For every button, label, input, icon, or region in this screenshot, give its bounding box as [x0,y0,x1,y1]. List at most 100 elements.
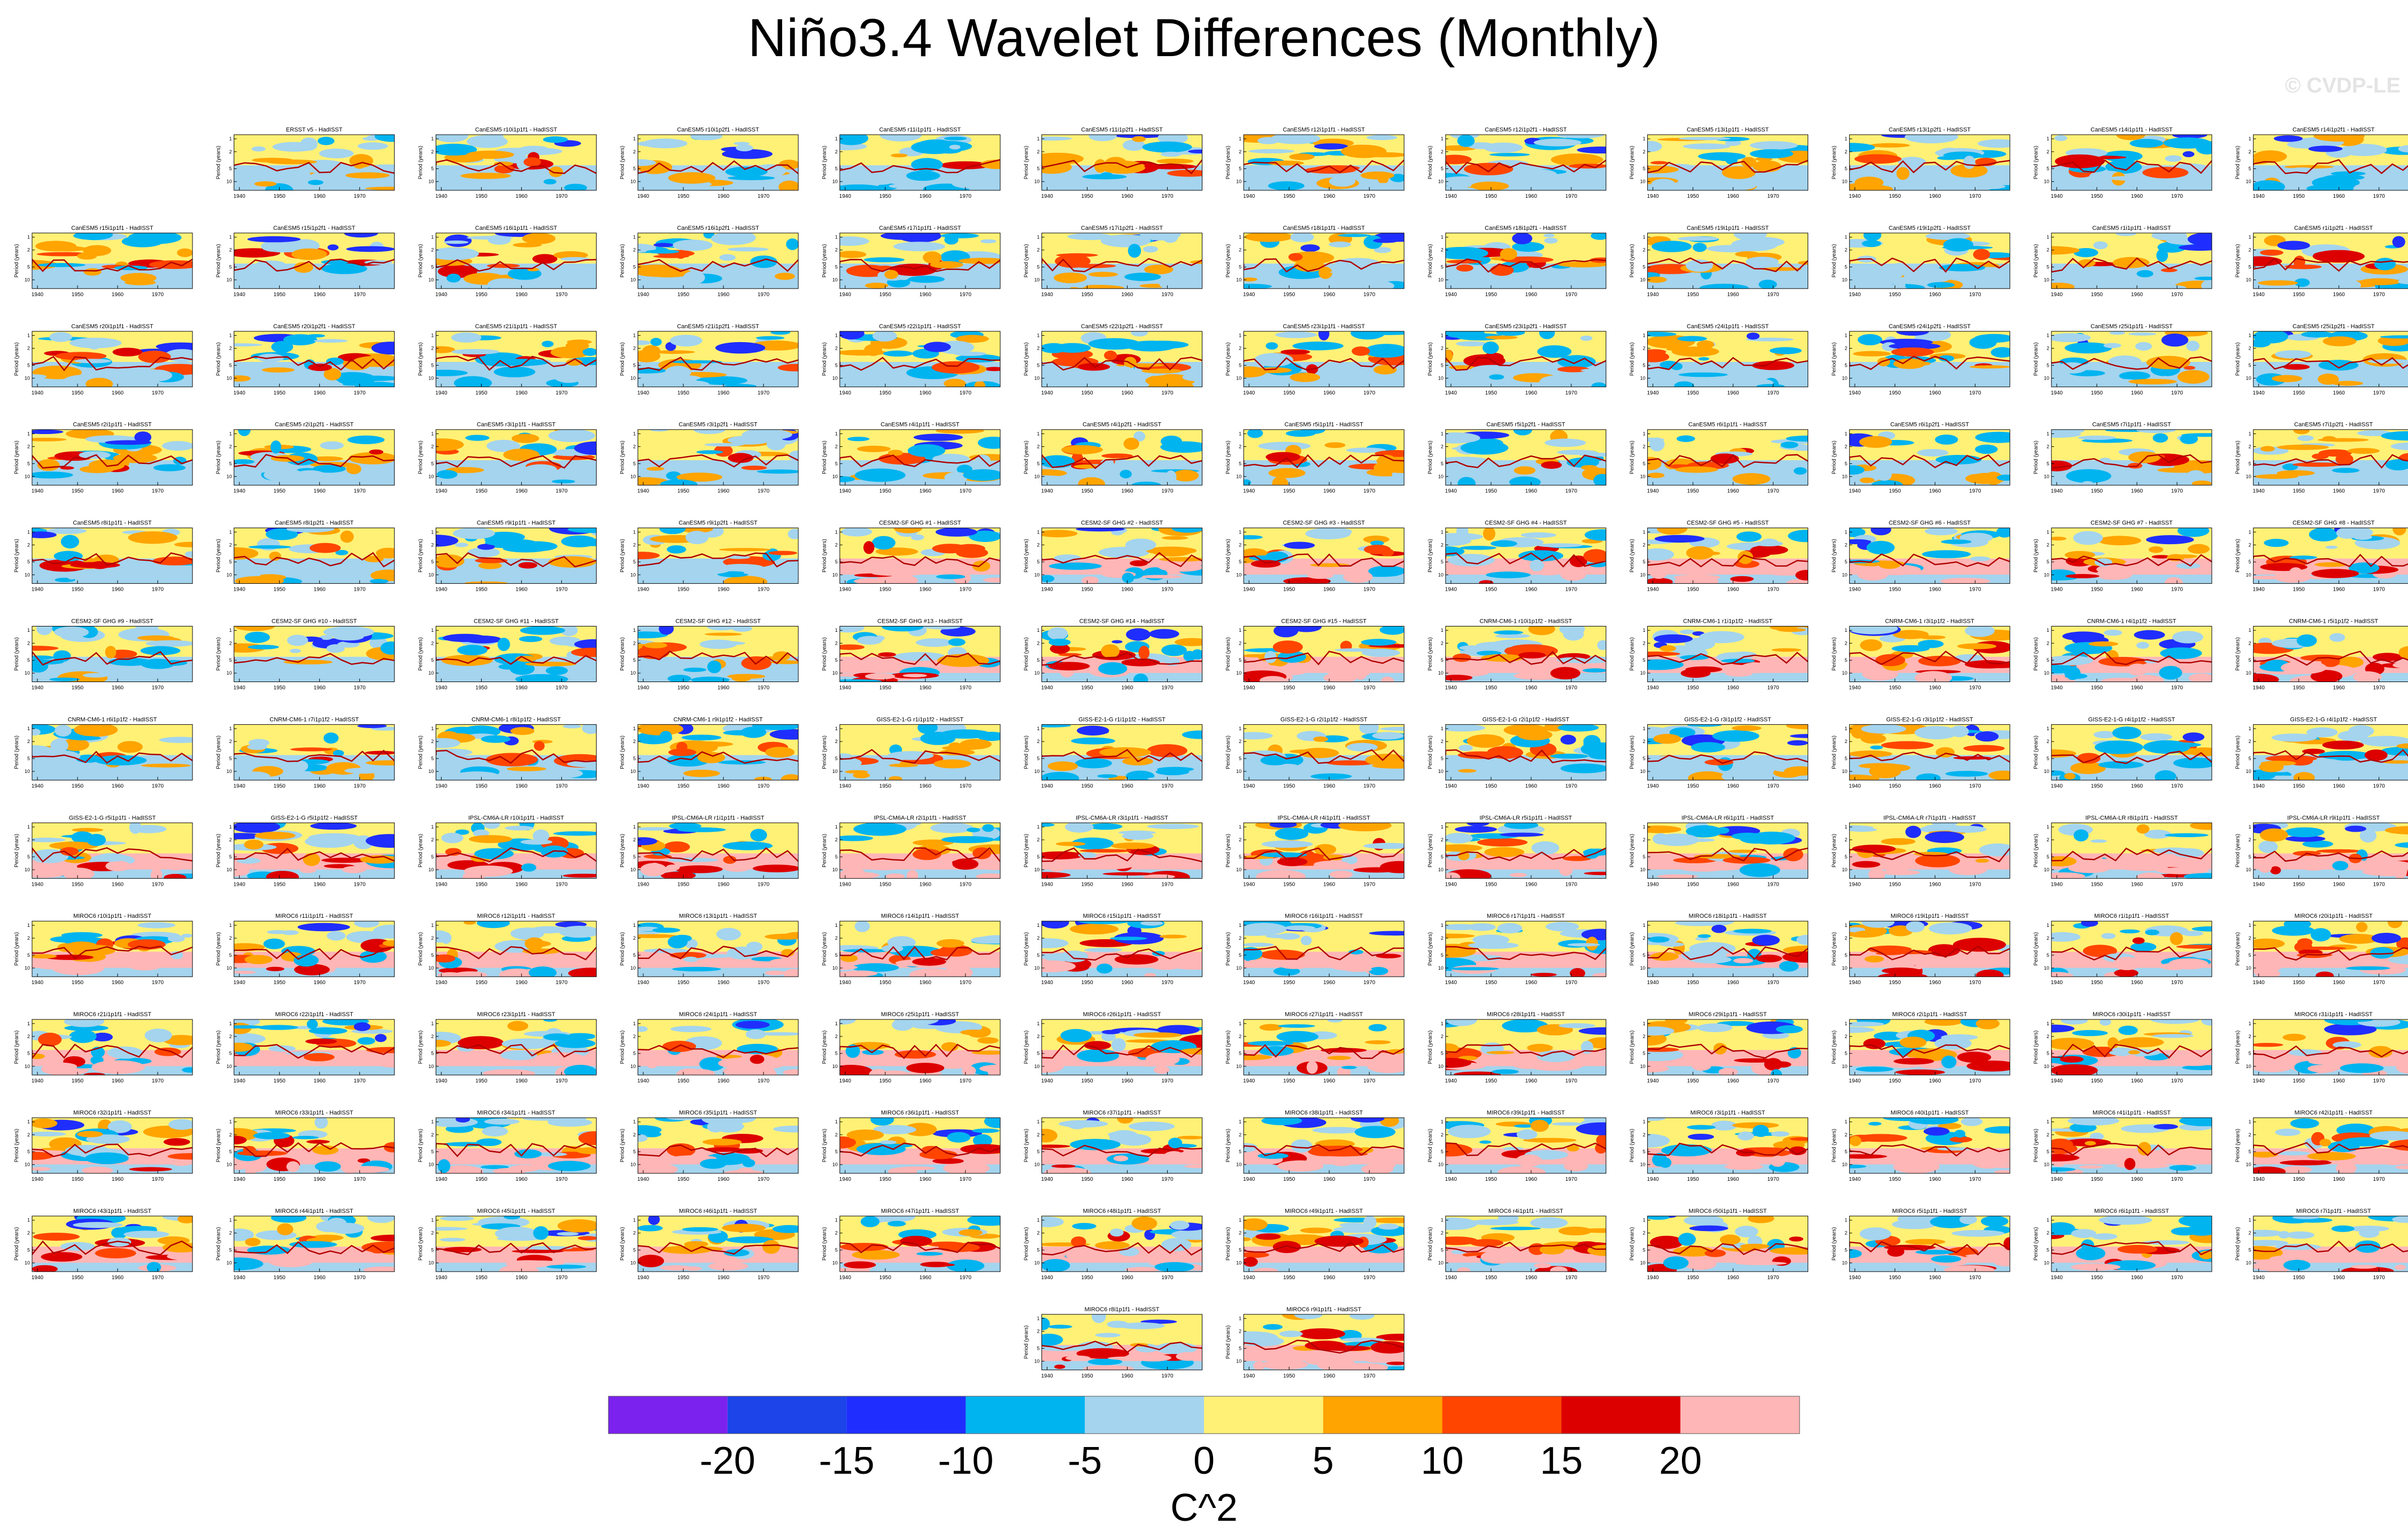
wavelet-panel: CanESM5 r19i1p2f1 - HadISST Period (years… [1831,225,2010,298]
x-tick-label: 1960 [717,685,730,691]
x-tick-label: 1970 [1969,292,1981,298]
y-tick-label: 2 [2047,444,2049,450]
y-tick-label: 2 [1643,444,1646,450]
y-axis-label: Period (years) [2033,342,2039,376]
x-tick-label: 1940 [435,587,447,593]
wavelet-panel: CESM2-SF GHG #9 - HadISST Period (years) 1… [14,618,193,691]
x-tick-label: 1940 [1849,587,1861,593]
panel-title: CanESM5 r6i1p1f1 - HadISST [1688,422,1768,428]
x-tick-label: 1960 [920,489,932,494]
colorbar-tick-label: -20 [700,1440,755,1482]
y-tick-label: 2 [27,444,30,450]
x-tick-label: 1950 [1889,489,1901,494]
y-tick-label: 10 [25,277,30,283]
x-tick-label: 1950 [2293,194,2305,199]
y-axis-label: Period (years) [1225,146,1231,180]
y-axis-label: Period (years) [1831,440,1837,474]
y-tick-label: 1 [1037,333,1039,338]
wavelet-panel: CanESM5 r8i1p2f1 - HadISST Period (years)… [216,520,395,593]
panel-title: CanESM5 r4i1p1f1 - HadISST [881,422,960,428]
x-tick-label: 1950 [2293,489,2305,494]
wavelet-panel: CanESM5 r3i1p2f1 - HadISST Period (years)… [620,422,799,494]
panel-title: CESM2-SF GHG #9 - HadISST [71,618,153,625]
y-tick-label: 2 [2249,444,2251,450]
y-tick-label: 10 [832,375,838,381]
y-tick-label: 10 [1236,474,1241,479]
y-tick-label: 2 [2047,346,2049,351]
wavelet-field [1647,626,1808,682]
y-tick-label: 2 [1844,346,1847,351]
x-tick-label: 1950 [475,587,488,593]
wavelet-field [436,429,597,485]
x-tick-label: 1940 [1849,292,1861,298]
y-axis-label: Period (years) [620,539,626,572]
x-tick-label: 1940 [1647,292,1659,298]
wavelet-field [1647,429,1808,485]
wavelet-panel: CESM2-SF GHG #13 - HadISST Period (years)… [822,618,1001,691]
y-tick-label: 2 [1643,346,1646,351]
x-tick-label: 1960 [717,390,730,396]
wavelet-panel: CESM2-SF GHG #5 - HadISST Period (years) 1… [1630,520,1809,593]
y-axis-label: Period (years) [1831,637,1837,671]
x-tick-label: 1970 [354,685,366,691]
y-tick-label: 2 [633,444,636,450]
wavelet-panel: CanESM5 r15i1p1f1 - HadISST Period (years… [14,225,193,298]
wavelet-field [2051,626,2212,682]
y-tick-label: 1 [1643,333,1646,338]
x-tick-label: 1970 [758,489,770,494]
y-tick-label: 10 [1842,179,1847,184]
y-tick-label: 1 [27,529,30,535]
panel-title: CESM2-SF GHG #14 - HadISST [1079,618,1165,625]
x-tick-label: 1940 [1647,390,1659,396]
x-tick-label: 1950 [879,587,892,593]
y-tick-label: 2 [633,149,636,154]
x-tick-label: 1970 [1767,587,1779,593]
x-tick-label: 1940 [1243,390,1255,396]
x-tick-label: 1940 [32,292,44,298]
y-tick-label: 5 [431,265,434,270]
wavelet-panel: CanESM5 r12i1p2f1 - HadISST Period (years… [1427,127,1607,199]
y-tick-label: 10 [630,670,636,676]
colorbar-tick-label: 5 [1313,1440,1334,1482]
x-tick-label: 1960 [717,292,730,298]
panel-title: CanESM5 r10i1p2f1 - HadISST [677,127,759,133]
y-axis-label: Period (years) [14,637,20,671]
wavelet-field [1849,331,2010,387]
y-tick-label: 5 [1643,265,1646,270]
panel-title: CESM2-SF GHG #12 - HadISST [675,618,761,625]
wavelet-field [2051,528,2212,584]
y-axis-label: Period (years) [822,342,828,376]
wavelet-panel: CanESM5 r7i1p2f1 - HadISST Period (years)… [2235,422,2408,494]
panel-title: CNRM-CM6-1 r4i1p1f2 - HadISST [2087,618,2177,625]
panel-title: CanESM5 r2i1p1f1 - HadISST [73,422,152,428]
y-tick-label: 10 [2246,179,2251,184]
y-axis-label: Period (years) [1831,342,1837,376]
wavelet-panel: CanESM5 r13i1p1f1 - HadISST Period (years… [1630,127,1809,199]
x-tick-label: 1960 [717,587,730,593]
panel-title: CESM2-SF GHG #1 - HadISST [879,520,961,527]
x-tick-label: 1950 [274,685,286,691]
y-tick-label: 1 [633,136,636,142]
x-tick-label: 1960 [314,489,326,494]
y-axis-label: Period (years) [1427,637,1433,671]
wavelet-panel: CanESM5 r4i1p2f1 - HadISST Period (years)… [1024,422,1202,494]
x-tick-label: 1950 [879,194,892,199]
x-tick-label: 1960 [920,390,932,396]
panel-title: CanESM5 r7i1p2f1 - HadISST [2294,422,2373,428]
colorbar-segment [846,1396,966,1434]
x-tick-label: 1950 [2293,292,2305,298]
x-tick-label: 1960 [2333,292,2345,298]
y-tick-label: 10 [832,179,838,184]
y-tick-label: 5 [431,362,434,368]
panel-title: CanESM5 r24i1p2f1 - HadISST [1889,323,1971,330]
x-tick-label: 1960 [2131,390,2143,396]
x-tick-label: 1970 [2171,390,2183,396]
colorbar-tick-label: -10 [938,1440,993,1482]
panel-title: CanESM5 r7i1p1f1 - HadISST [2092,422,2171,428]
wavelet-field [1041,528,1202,584]
panel-title: CanESM5 r21i1p2f1 - HadISST [677,323,759,330]
x-tick-label: 1940 [2253,194,2265,199]
wavelet-panel: CanESM5 r18i1p1f1 - HadISST Period (years… [1225,225,1404,298]
wavelet-field [436,135,597,190]
x-tick-label: 1940 [1041,489,1053,494]
